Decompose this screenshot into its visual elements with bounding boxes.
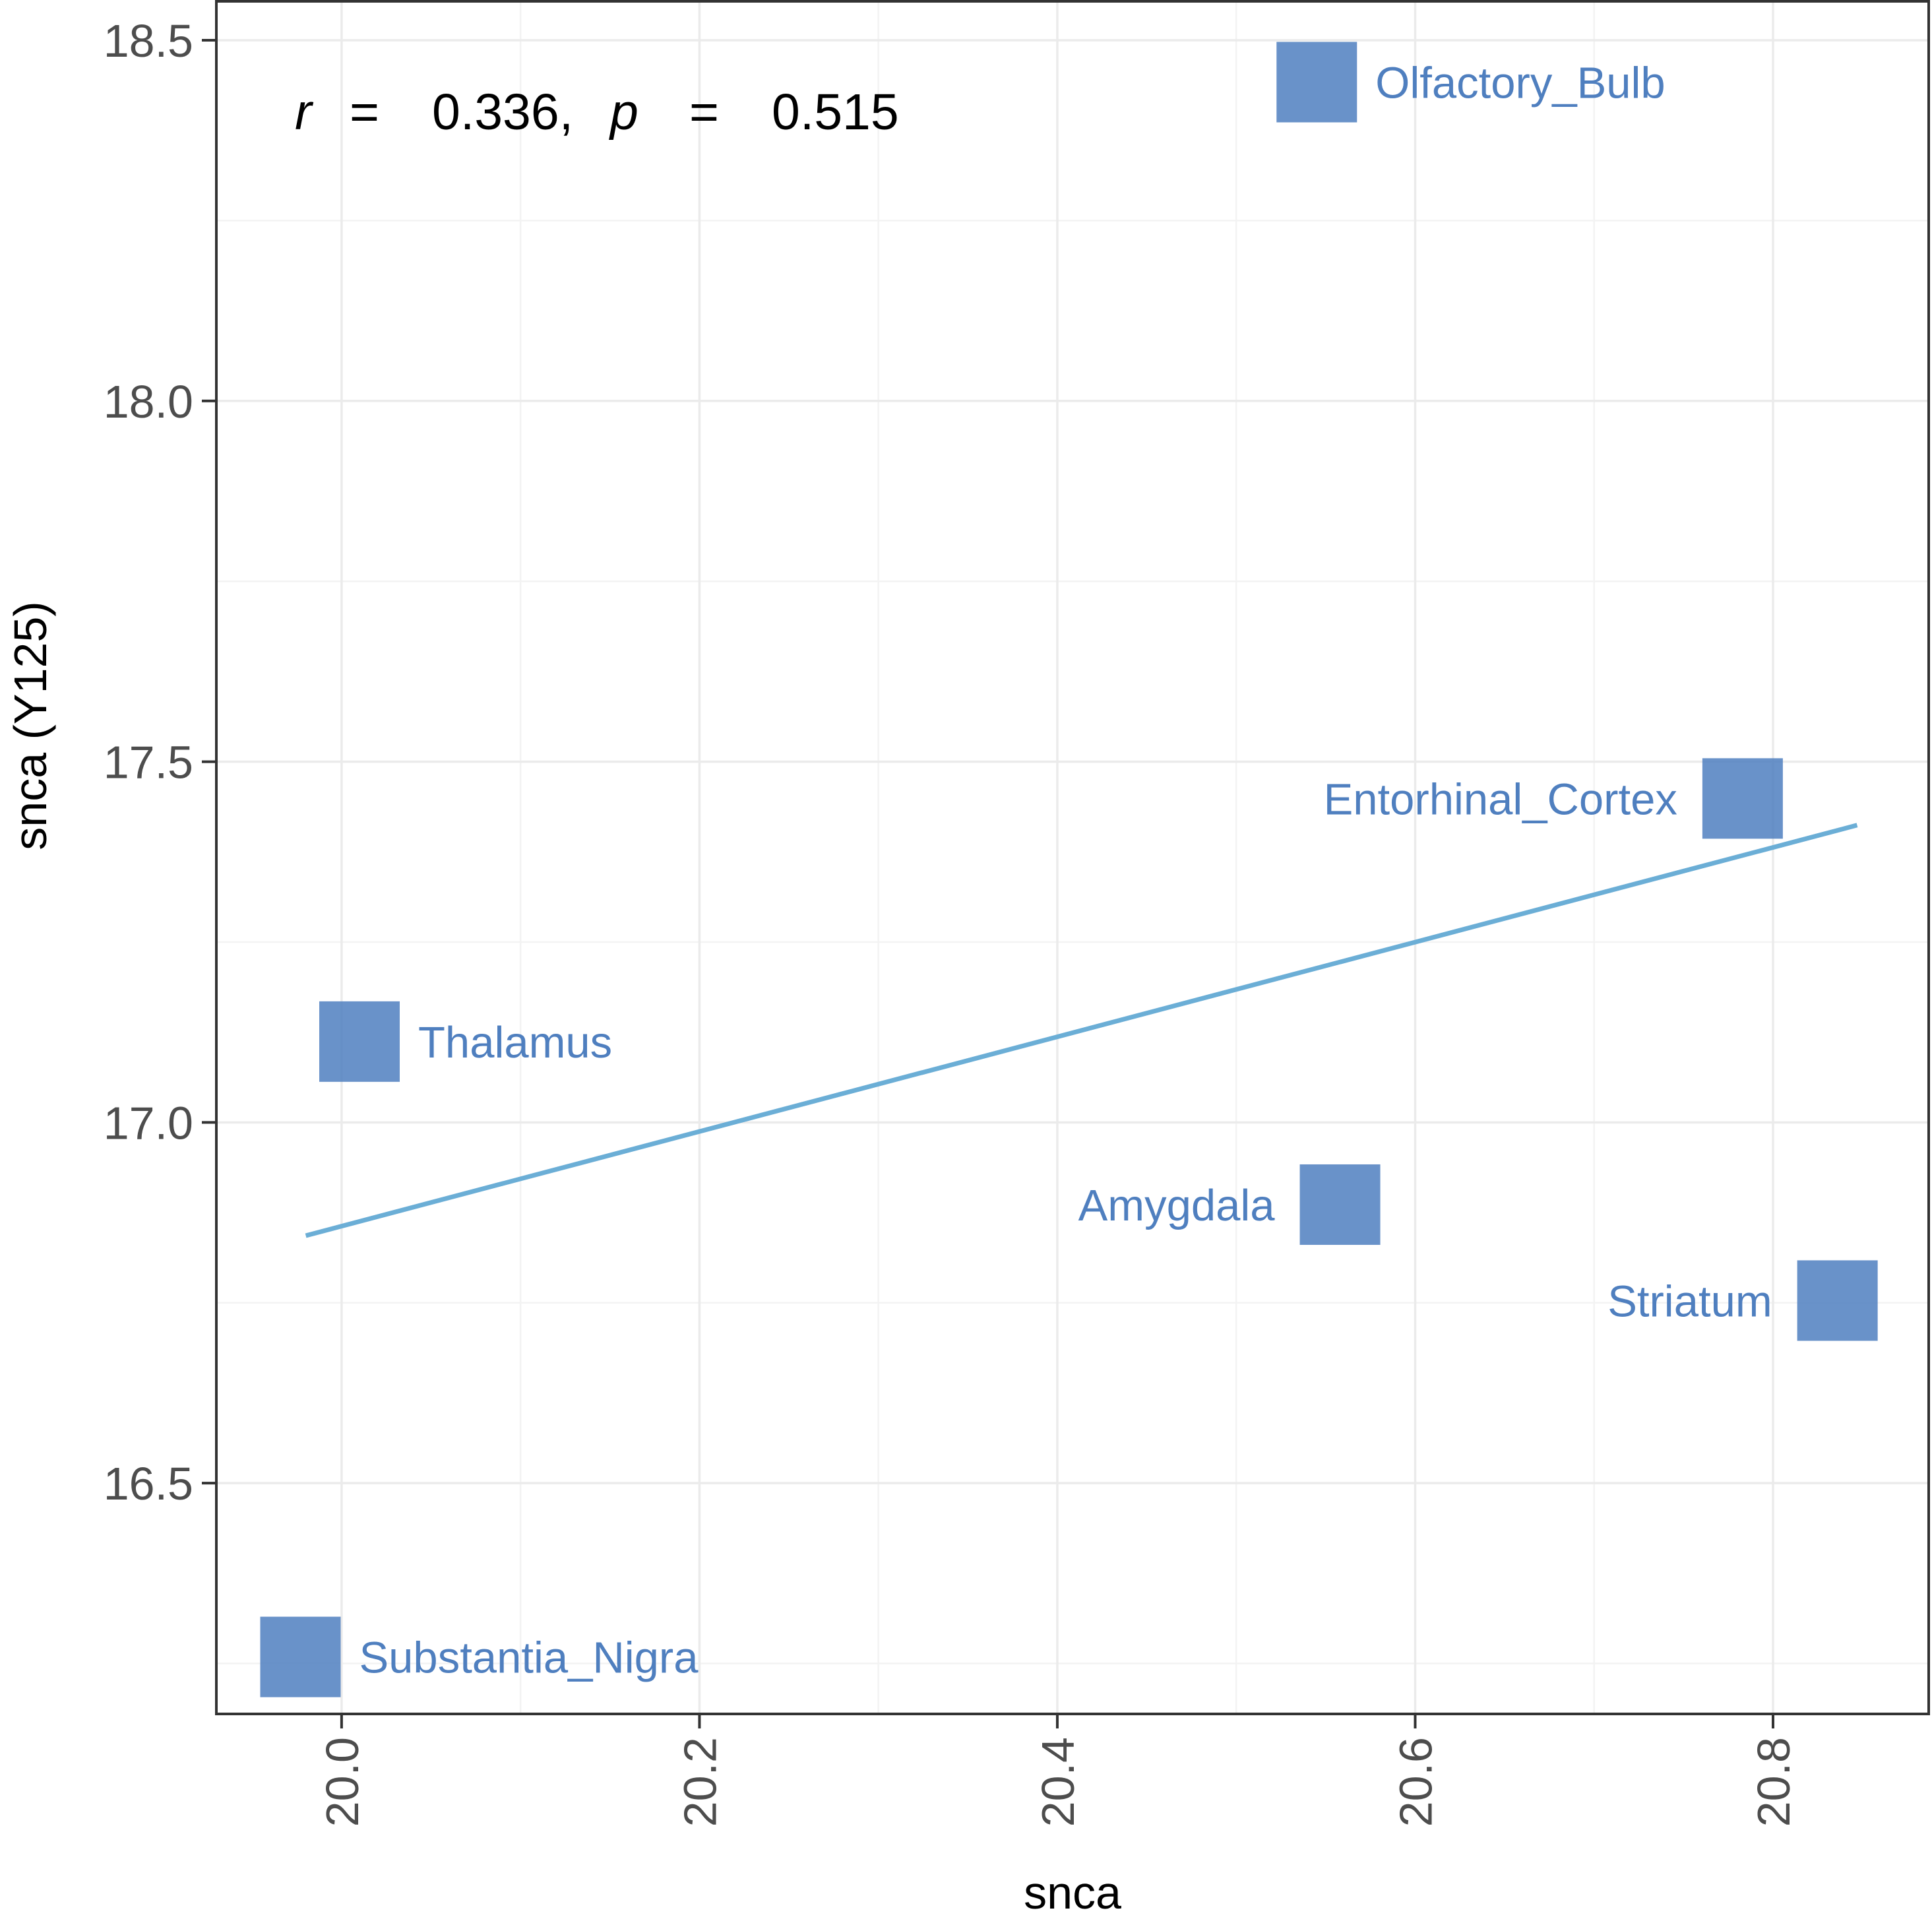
data-points: [260, 42, 1878, 1697]
x-axis-title: snca: [1024, 1867, 1121, 1918]
trend-line-group: [305, 823, 1858, 1238]
y-tick-label: 18.0: [104, 376, 193, 427]
data-point: [260, 1616, 341, 1697]
stat-annotation: r = 0.336, p = 0.515: [295, 84, 899, 141]
point-label: Substantia_Nigra: [359, 1633, 699, 1683]
data-point: [1797, 1260, 1878, 1341]
x-tick-label: 20.2: [674, 1737, 726, 1827]
point-label: Amygdala: [1078, 1181, 1276, 1230]
data-point: [1702, 758, 1783, 839]
y-tick-label: 18.5: [104, 15, 193, 67]
y-tick-label: 17.0: [104, 1097, 193, 1149]
y-tick-label: 16.5: [104, 1458, 193, 1509]
y-axis-title: snca (Y125): [5, 601, 56, 850]
x-tick-label: 20.4: [1032, 1737, 1084, 1827]
p-symbol: p: [609, 84, 639, 141]
y-tick-label: 17.5: [104, 737, 193, 788]
x-tick-label: 20.6: [1390, 1737, 1441, 1827]
point-label: Entorhinal_Cortex: [1324, 775, 1677, 824]
data-point: [1299, 1164, 1381, 1245]
x-tick-label: 20.0: [317, 1737, 368, 1827]
point-label: Olfactory_Bulb: [1375, 58, 1665, 108]
point-labels: Olfactory_Bulb Entorhinal_Cortex Thalamus A…: [359, 58, 1772, 1682]
data-point: [319, 1001, 400, 1082]
grid-lines: [216, 1, 1929, 1714]
panel-border: [215, 0, 1930, 1715]
trend-line: [305, 823, 1858, 1238]
r-value: 0.336,: [432, 84, 573, 141]
p-equals: =: [689, 84, 719, 141]
point-label: Striatum: [1607, 1277, 1772, 1326]
point-label: Thalamus: [418, 1018, 612, 1067]
r-symbol: r: [295, 84, 314, 141]
r-equals: =: [350, 84, 379, 141]
x-tick-label: 20.8: [1748, 1737, 1799, 1827]
data-point: [1276, 42, 1357, 123]
p-value: 0.515: [772, 84, 899, 141]
axis-ticks: 20.0 20.2 20.4 20.6 20.8 16.5 17.0 17.5 18.0 18.5: [104, 15, 1799, 1827]
